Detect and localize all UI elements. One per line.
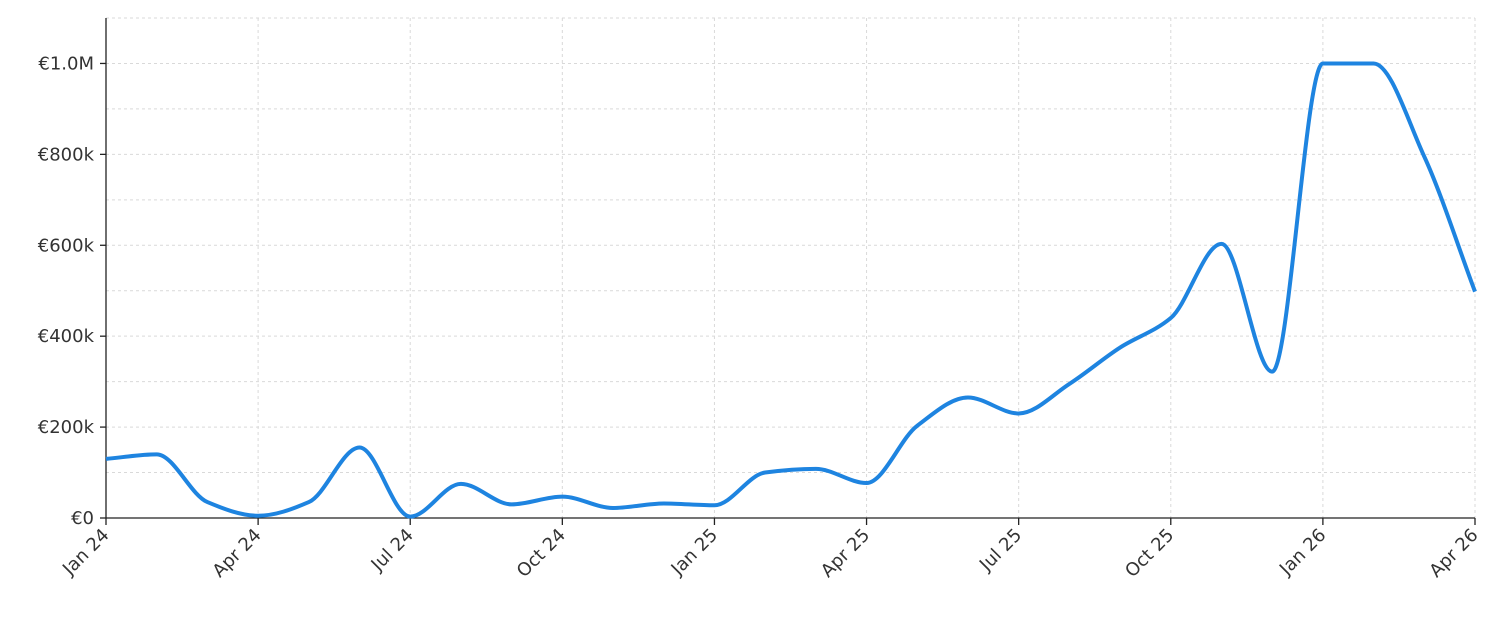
y-tick-label: €600k xyxy=(38,235,95,256)
x-tick-label: Apr 26 xyxy=(1425,525,1482,582)
x-tick-label: Jul 24 xyxy=(367,525,418,576)
x-tick-label: Oct 24 xyxy=(513,525,570,582)
x-tick-label: Apr 24 xyxy=(209,525,266,582)
x-tick-label: Apr 25 xyxy=(817,525,874,582)
x-tick-label: Oct 25 xyxy=(1121,525,1178,582)
x-tick-label: Jan 26 xyxy=(1275,525,1330,580)
y-tick-label: €400k xyxy=(38,326,95,347)
x-tick-label: Jan 24 xyxy=(58,525,113,580)
x-tick-label: Jul 25 xyxy=(975,525,1026,576)
x-tick-label: Jan 25 xyxy=(667,525,722,580)
y-tick-label: €0 xyxy=(71,508,94,529)
y-tick-label: €800k xyxy=(38,144,95,165)
line xyxy=(105,61,1477,519)
y-tick-label: €1.0M xyxy=(38,53,94,74)
y-tick-label: €200k xyxy=(38,417,95,438)
